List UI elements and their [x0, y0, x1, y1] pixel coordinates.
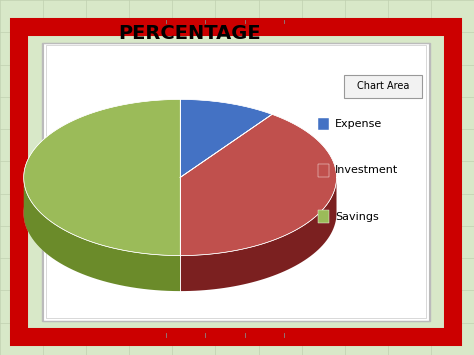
Text: Savings: Savings — [335, 212, 379, 222]
Bar — [318, 164, 329, 176]
Text: PERCENTAGE: PERCENTAGE — [118, 24, 261, 43]
FancyBboxPatch shape — [344, 75, 422, 98]
Polygon shape — [24, 176, 180, 291]
Bar — [318, 118, 329, 130]
FancyBboxPatch shape — [19, 27, 453, 337]
Bar — [42, 43, 430, 321]
Polygon shape — [180, 99, 272, 178]
Bar — [318, 210, 329, 223]
Polygon shape — [180, 176, 337, 291]
Text: Expense: Expense — [335, 119, 383, 129]
Bar — [43, 43, 429, 321]
Text: Investment: Investment — [335, 165, 398, 175]
Bar — [46, 45, 426, 318]
Polygon shape — [180, 114, 337, 256]
Text: Chart Area: Chart Area — [356, 81, 409, 91]
Polygon shape — [24, 99, 180, 256]
